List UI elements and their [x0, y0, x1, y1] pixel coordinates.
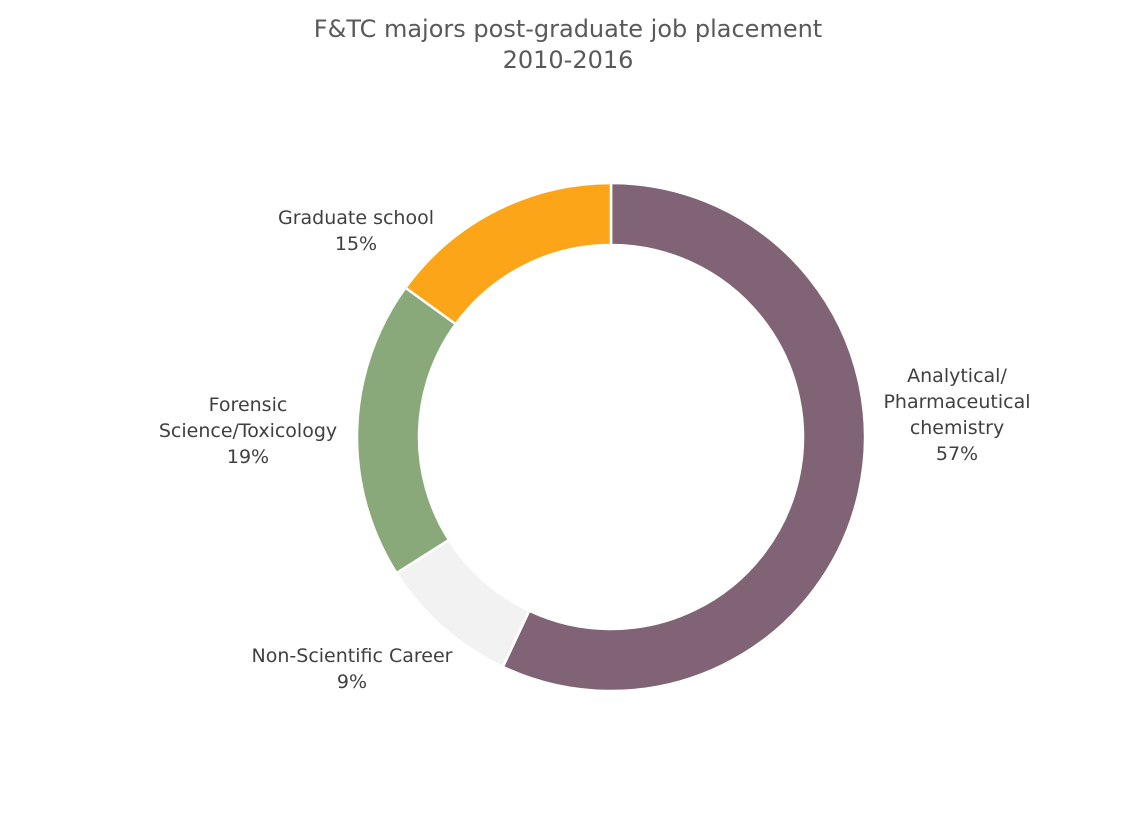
slice-label-line: Pharmaceutical: [883, 391, 1030, 413]
slice-label-line: chemistry: [910, 417, 1004, 439]
slice-label-line: Forensic: [209, 394, 288, 416]
slice-label-0: Analytical/Pharmaceutical chemistry 57%: [883, 365, 1030, 465]
slice-value-text: 57%: [936, 443, 978, 465]
slice-label-line: Analytical/: [907, 365, 1007, 387]
donut-slice-3: [403, 181, 613, 326]
chart-title-block: F&TC majors post-graduate job placement …: [0, 14, 1136, 76]
chart-title: F&TC majors post-graduate job placement: [313, 15, 823, 43]
slice-label-line: Science/Toxicology: [159, 420, 337, 442]
slice-label-line: Non-Scientific Career: [252, 645, 453, 667]
slice-value-text: 15%: [335, 233, 377, 255]
donut-slice-0: [501, 181, 867, 693]
slice-label-line: Graduate school: [278, 207, 434, 229]
slice-label-3: Graduate school 15%: [278, 207, 434, 255]
slice-label-2: Forensic Science/Toxicology 19%: [159, 394, 337, 468]
donut-slice-2: [355, 285, 458, 575]
slice-value-text: 9%: [337, 671, 367, 693]
slice-value-text: 19%: [227, 446, 269, 468]
chart-subtitle: 2010-2016: [502, 46, 634, 74]
slice-label-1: Non-Scientific Career 9%: [252, 645, 453, 693]
